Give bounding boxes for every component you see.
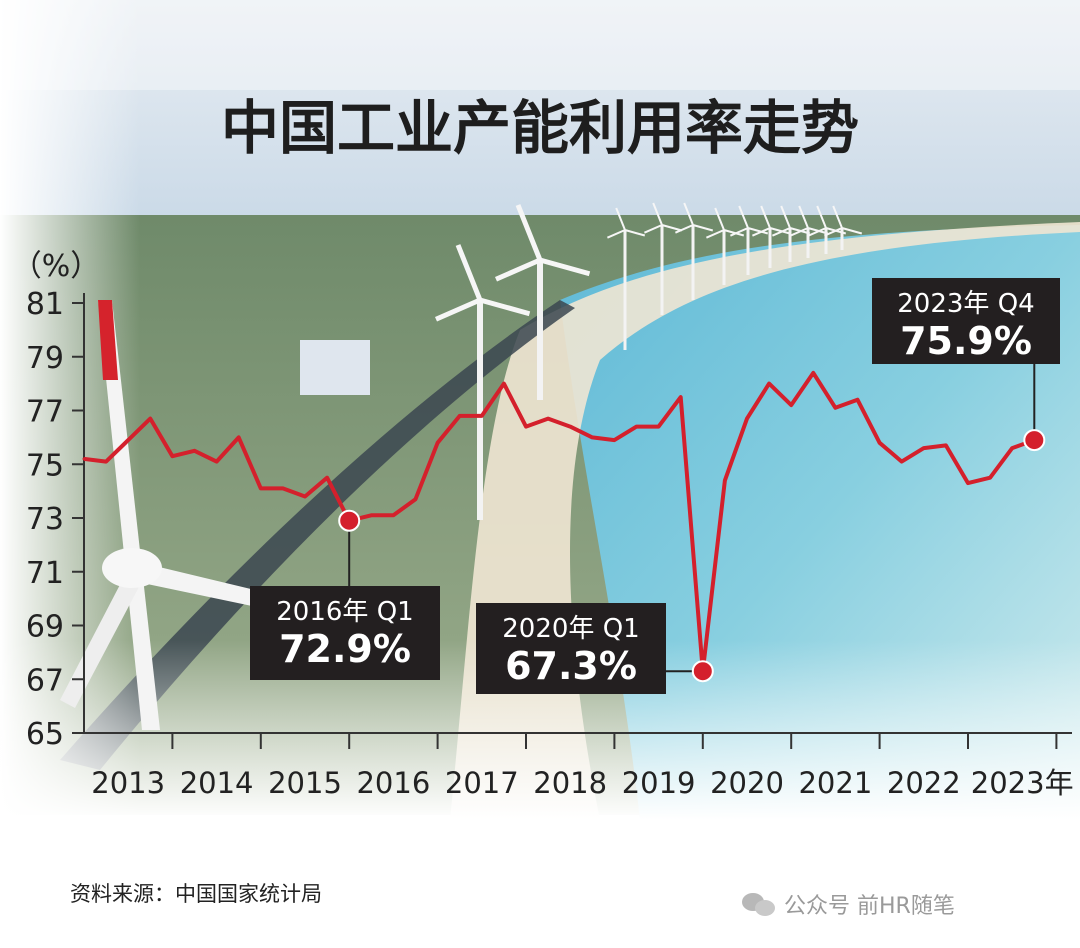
data-point: [436, 441, 440, 445]
chart-title: 中国工业产能利用率走势: [221, 94, 859, 162]
data-point: [170, 454, 174, 458]
data-point: [325, 476, 329, 480]
annotation-marker: [691, 660, 714, 683]
x-tick-label: 2015: [268, 766, 342, 800]
turbine-blade-large: [60, 575, 140, 708]
data-point: [1010, 446, 1014, 450]
annotation-box: [872, 278, 1060, 364]
x-tick-label: 2023年: [971, 766, 1074, 800]
turbine-blades: [705, 207, 745, 239]
y-axis: 65 67 69 71 73 75 77 79 81: [26, 287, 85, 752]
y-tick-label: 77: [26, 395, 64, 430]
data-point: [966, 481, 970, 485]
annotation-box: [250, 586, 440, 680]
watermark-text: 公众号 前HR随笔: [784, 894, 955, 919]
turbine-blade-large: [98, 300, 160, 730]
data-point: [635, 425, 638, 429]
data-point: [259, 486, 263, 490]
turbine-blades: [729, 205, 769, 237]
x-tick-label: 2020: [710, 766, 784, 800]
turbine-blades: [823, 205, 863, 237]
data-point: [524, 425, 528, 429]
annotation-value: 72.9%: [279, 627, 411, 671]
x-tick-label: 2018: [533, 766, 607, 800]
turbine-blades: [643, 202, 683, 234]
turbine-blade-tip: [98, 300, 118, 380]
turbine-blades: [674, 202, 714, 234]
y-tick-label: 79: [26, 341, 64, 376]
data-point: [502, 382, 506, 386]
data-point: [126, 438, 130, 442]
y-tick-label: 75: [26, 448, 64, 483]
x-tick-label: 2017: [445, 766, 519, 800]
turbine-blades: [494, 204, 591, 282]
annotation-value: 75.9%: [900, 319, 1032, 363]
series-line: [83, 370, 1035, 674]
x-tick-label: 2019: [622, 766, 696, 800]
annotation-label: 2016年 Q1: [276, 597, 413, 627]
data-point: [878, 441, 882, 445]
y-tick-label: 67: [26, 663, 64, 698]
data-point: [856, 398, 859, 402]
data-point: [104, 460, 108, 464]
data-point: [767, 382, 771, 386]
data-point: [546, 417, 550, 421]
data-point: [988, 476, 992, 480]
data-point: [215, 460, 219, 464]
data-point: [944, 443, 948, 447]
x-axis: 2013 2014 2015 2016 2017 2018 2019 2020 2021 2022…: [72, 732, 1074, 800]
source-note: 资料来源：中国国家统计局: [70, 882, 322, 906]
data-point: [480, 414, 484, 418]
data-point: [391, 513, 395, 517]
data-point: [900, 460, 904, 464]
y-tick-label: 71: [26, 556, 64, 591]
data-point: [281, 486, 285, 490]
data-point: [723, 478, 727, 482]
annotation-label: 2023年 Q4: [897, 289, 1034, 319]
y-axis-label: （%）: [12, 249, 101, 284]
data-point: [745, 417, 749, 421]
x-tick-label: 2014: [180, 766, 254, 800]
turbine-hub: [102, 548, 162, 588]
annotation-value: 67.3%: [505, 644, 637, 688]
data-point: [82, 457, 86, 461]
y-tick-label: 81: [26, 287, 64, 322]
turbine-blades: [606, 207, 646, 239]
y-tick-label: 65: [26, 717, 64, 752]
data-point: [657, 425, 661, 429]
data-point: [303, 495, 307, 498]
data-point: [148, 417, 152, 421]
data-point: [590, 435, 594, 439]
data-point: [922, 446, 926, 450]
x-tick-label: 2013: [91, 766, 165, 800]
x-tick-label: 2022: [887, 766, 961, 800]
data-point: [237, 435, 241, 439]
data-point: [458, 414, 462, 418]
data-point: [568, 425, 572, 429]
data-point: [612, 438, 616, 442]
y-tick-label: 69: [26, 610, 64, 645]
annotation-marker: [1023, 429, 1046, 452]
data-point: [833, 406, 837, 410]
wind-turbines: [60, 202, 863, 730]
annotation-box: [476, 603, 666, 694]
turbine-blades: [434, 244, 531, 322]
data-point: [789, 403, 793, 407]
turbine-blades: [751, 205, 791, 237]
watermark: 公众号 前HR随笔: [742, 888, 955, 920]
data-point: [193, 449, 196, 453]
y-tick-label: 73: [26, 502, 64, 537]
wechat-icon: [742, 891, 776, 917]
data-point: [679, 395, 683, 399]
data-point: [414, 497, 417, 501]
annotation-marker: [338, 509, 361, 532]
x-tick-label: 2016: [356, 766, 430, 800]
annotation-label: 2020年 Q1: [502, 614, 639, 644]
data-point: [811, 371, 815, 375]
x-tick-label: 2021: [798, 766, 872, 800]
data-point: [369, 513, 373, 517]
